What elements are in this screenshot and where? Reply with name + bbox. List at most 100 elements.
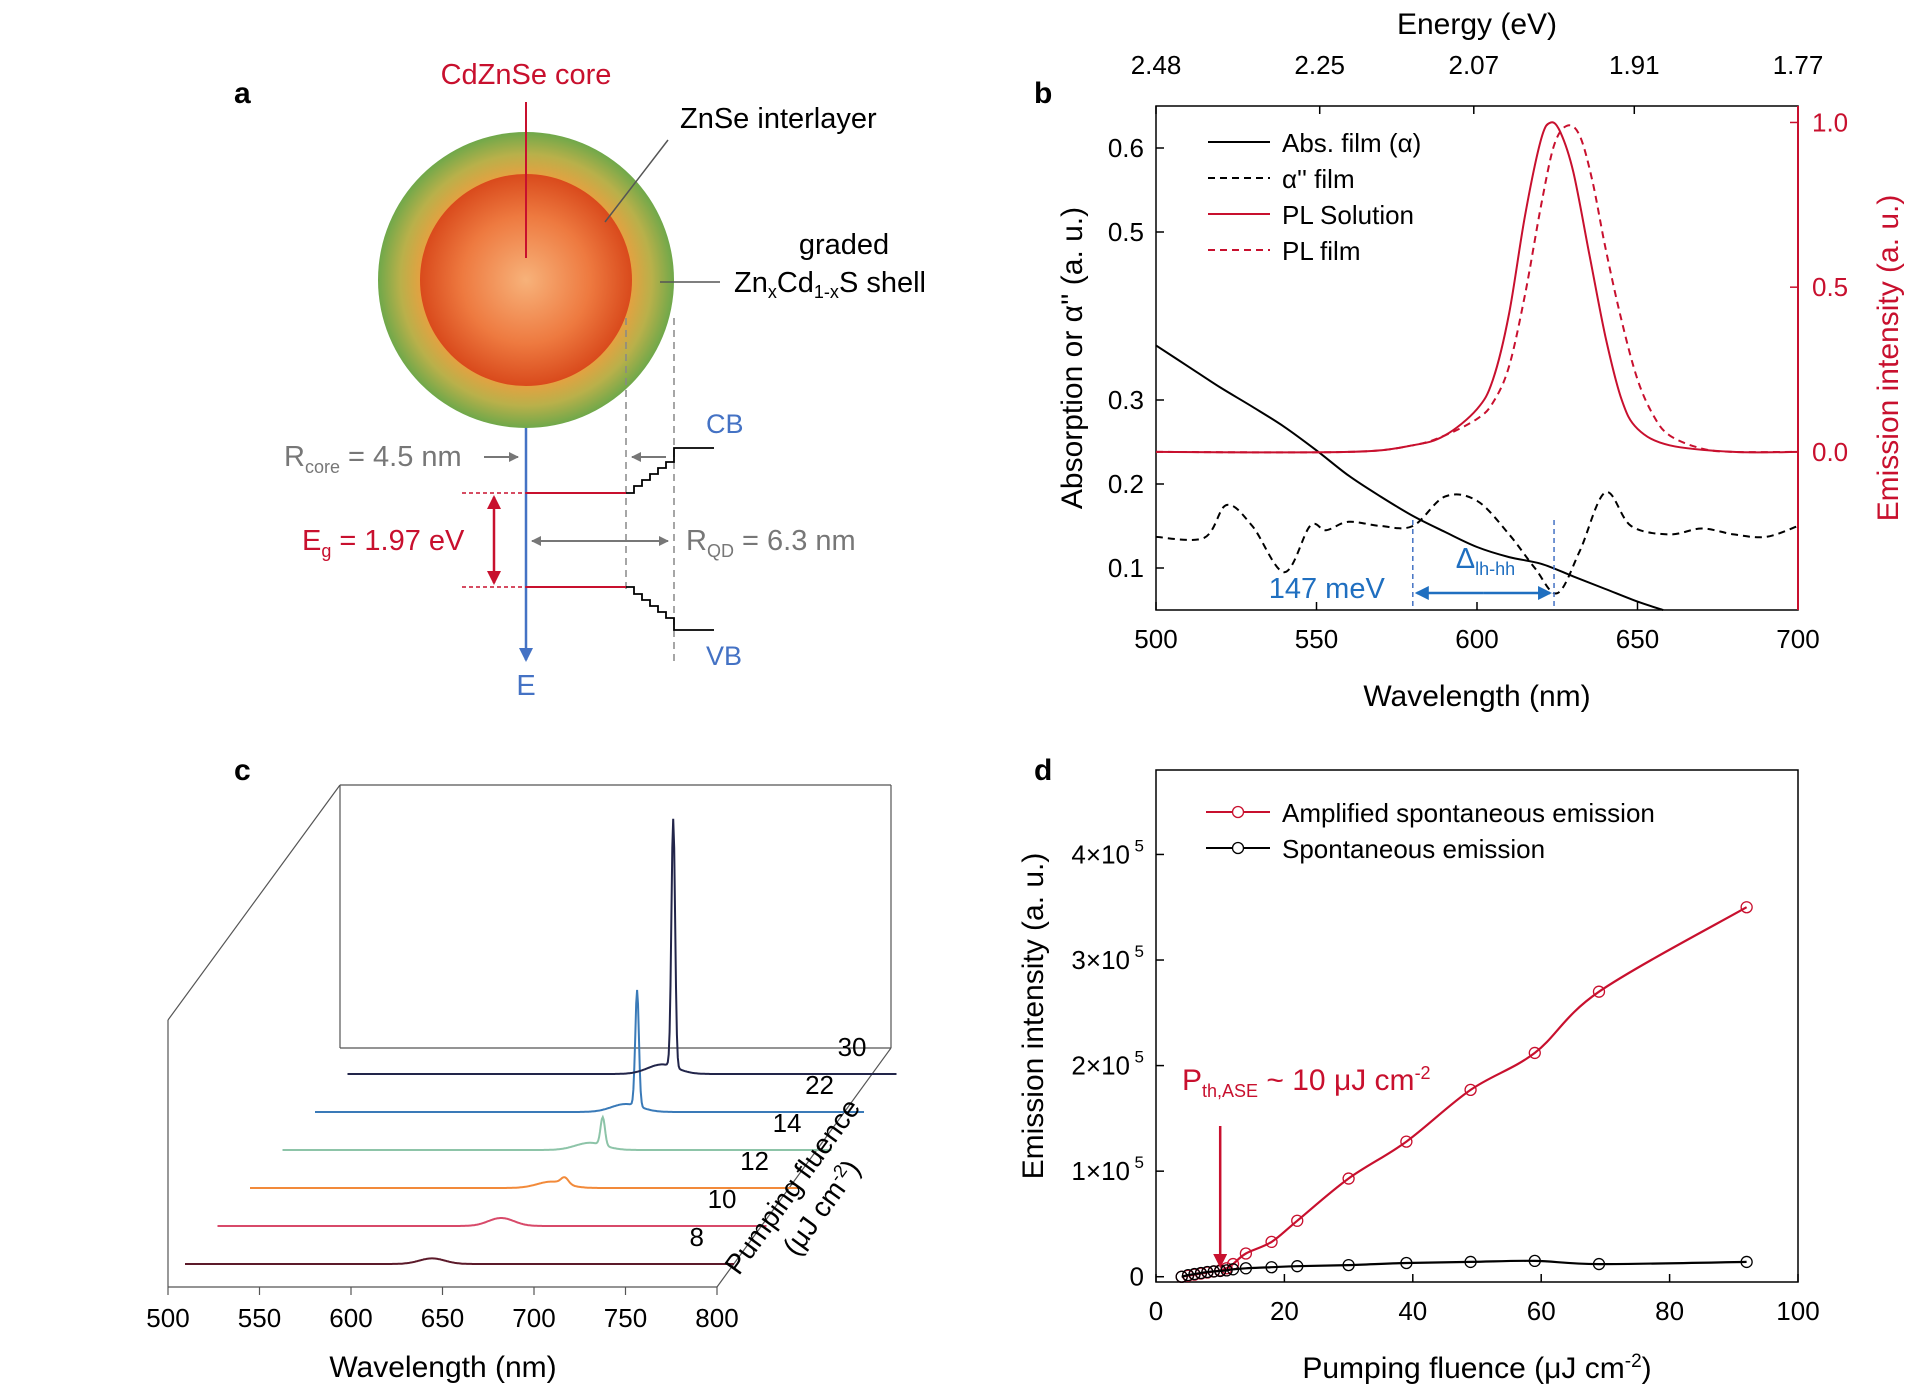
b-top-tick-label: 2.07: [1448, 50, 1499, 80]
core-label: CdZnSe core: [441, 59, 612, 91]
d-data-point: [1342, 1258, 1355, 1272]
vb-staircase: [626, 586, 714, 631]
d-ytick-label: 0: [1130, 1262, 1144, 1292]
d-data-point: [1528, 1046, 1541, 1060]
d-data-point: [1265, 1235, 1278, 1249]
c-series-line-2: [250, 1176, 799, 1189]
d-ytick-label: 2×10: [1071, 1051, 1130, 1081]
plot-b-frame: [1155, 105, 1799, 611]
plot-b-right-axis: 0.0 0.5 1.0: [1790, 106, 1848, 610]
d-xtick-label: 60: [1527, 1296, 1556, 1326]
d-data-point: [1239, 1262, 1253, 1275]
b-top-tick-label: 2.25: [1294, 50, 1345, 80]
shell-label-2: ZnxCd1-xS shell: [734, 267, 926, 302]
c-series-line-1: [217, 1217, 767, 1227]
plot-b-x-axis: 500 550 600 650 700: [1134, 602, 1820, 654]
c-series-label: 30: [838, 1032, 867, 1062]
b-top-tick-label: 1.91: [1609, 50, 1660, 80]
d-data-point: [1201, 1265, 1214, 1279]
b-ytick-label: 0.6: [1108, 133, 1144, 163]
c-series-line-0: [185, 1257, 734, 1265]
plot-b-annotations: 147 meV Δlh-hh: [1269, 520, 1555, 610]
c-xtick-label: 750: [604, 1303, 647, 1333]
c-series-label: 8: [690, 1222, 704, 1252]
plot-d-x-axis: 0 20 40 60 80 100: [1149, 1274, 1820, 1326]
d-ytick-exponent: 5: [1135, 942, 1144, 961]
c-series-line-5: [347, 818, 897, 1075]
plot-d-xlabel: Pumping fluence (μJ cm-2): [1302, 1351, 1651, 1384]
plot-c-zlabel: Pumping fluence (μJ cm-2): [718, 1093, 866, 1280]
panel-a-label: a: [234, 77, 251, 110]
b-top-tick-label: 1.77: [1773, 50, 1824, 80]
plot-d-series: [1175, 901, 1753, 1283]
b-y2tick-label: 1.0: [1812, 107, 1848, 137]
d-ytick-label: 1×10: [1071, 1156, 1130, 1186]
c-series-line-4: [315, 989, 864, 1113]
rcore-label: Rcore = 4.5 nm: [284, 441, 462, 477]
c-xtick-label: 650: [421, 1303, 464, 1333]
d-data-point: [1592, 985, 1606, 998]
c-xtick-label: 800: [695, 1303, 738, 1333]
b-series-line-1: [1155, 491, 1799, 595]
shell-label-1: graded: [799, 229, 889, 261]
d-ytick-exponent: 5: [1135, 1048, 1144, 1067]
b-legend-label: α'' film: [1282, 164, 1355, 194]
d-legend-marker: [1231, 841, 1245, 855]
d-ytick-label: 3×10: [1071, 945, 1130, 975]
b-series-line-2: [1155, 121, 1799, 454]
rqd-label: RQD = 6.3 nm: [686, 525, 856, 561]
plot-b-y2label: Emission intensity (a. u.): [1872, 195, 1905, 522]
c-xtick-label: 550: [238, 1303, 281, 1333]
d-series-line-1: [1181, 1259, 1747, 1278]
plot-b-ylabel: Absorption or α'' (a. u.): [1056, 207, 1089, 509]
d-data-point: [1464, 1083, 1477, 1097]
c-series-line-3: [282, 1114, 832, 1151]
d-data-point: [1194, 1266, 1208, 1280]
splitting-value: 147 meV: [1269, 573, 1386, 605]
interlayer-pointer: [604, 139, 669, 223]
c-xtick-label: 500: [146, 1303, 189, 1333]
d-legend-label: Amplified spontaneous emission: [1282, 798, 1655, 828]
panel-d-label: d: [1034, 754, 1052, 787]
plot-d-legend: Amplified spontaneous emission Spontaneou…: [1206, 798, 1655, 864]
b-xtick-label: 650: [1616, 624, 1659, 654]
cb-label: CB: [706, 409, 744, 439]
d-xtick-label: 20: [1270, 1296, 1299, 1326]
b-ytick-label: 0.3: [1108, 385, 1144, 415]
panel-b: b 500 550 600 650 700 2.48 2.25 2.07 1.91 1.77 0…: [1034, 8, 1905, 713]
b-top-tick-label: 2.48: [1131, 50, 1182, 80]
plot-d-y-axis: 0 1×10 5 2×10 5 3×10 5 4×10 5: [1071, 836, 1164, 1292]
plot-d-threshold-annotation: Pth,ASE ~ 10 μJ cm-2: [1182, 1063, 1431, 1268]
d-data-point: [1265, 1261, 1278, 1274]
d-xtick-label: 40: [1398, 1296, 1427, 1326]
b-series-line-3: [1155, 124, 1799, 454]
d-data-point: [1464, 1255, 1477, 1269]
b-xtick-label: 500: [1134, 624, 1177, 654]
d-ytick-exponent: 5: [1135, 836, 1144, 855]
plot-c-x-axis: 500 550 600 650 700 750 800: [146, 1287, 739, 1333]
b-ytick-label: 0.1: [1108, 553, 1144, 583]
delta-label: Δlh-hh: [1456, 543, 1515, 579]
b-legend-label: PL film: [1282, 236, 1361, 266]
c-xtick-label: 700: [512, 1303, 555, 1333]
d-data-point: [1239, 1247, 1253, 1260]
plot-b-series: [1155, 121, 1799, 611]
panel-b-label: b: [1034, 77, 1052, 110]
d-data-point: [1226, 1263, 1240, 1276]
b-ytick-label: 0.2: [1108, 469, 1144, 499]
d-data-point: [1528, 1254, 1541, 1268]
plot-b-xlabel: Wavelength (nm): [1363, 680, 1590, 713]
plot-c-box: [167, 784, 892, 1288]
d-data-point: [1740, 1255, 1753, 1269]
d-xtick-label: 100: [1776, 1296, 1819, 1326]
plot-b-left-axis: 0.1 0.2 0.3 0.5 0.6: [1108, 133, 1164, 583]
eg-label: Eg = 1.97 eV: [302, 525, 465, 561]
threshold-label: Pth,ASE ~ 10 μJ cm-2: [1182, 1063, 1431, 1101]
d-legend-label: Spontaneous emission: [1282, 834, 1545, 864]
b-y2tick-label: 0.0: [1812, 437, 1848, 467]
energy-axis-label: E: [516, 670, 535, 702]
b-legend-label: PL Solution: [1282, 200, 1414, 230]
d-data-point: [1291, 1260, 1304, 1273]
b-ytick-label: 0.5: [1108, 217, 1144, 247]
b-xtick-label: 550: [1295, 624, 1338, 654]
